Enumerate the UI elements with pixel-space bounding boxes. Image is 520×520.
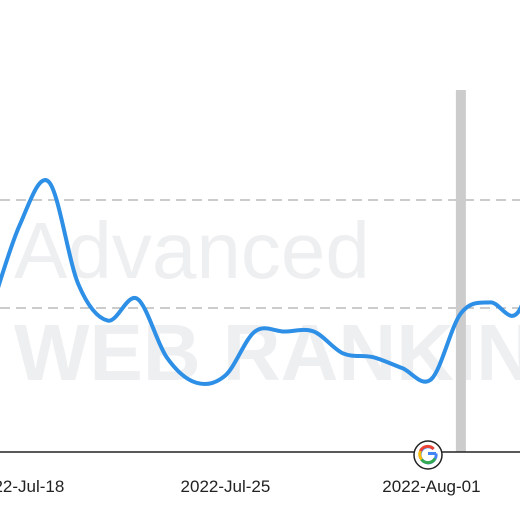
series-line bbox=[0, 178, 520, 386]
watermark-line2: WEB RANKING bbox=[14, 308, 520, 397]
watermark-line1: Advanced bbox=[14, 206, 370, 295]
x-tick-label: 2022-Aug-01 bbox=[382, 477, 480, 496]
x-tick-label: 2022-Jul-18 bbox=[0, 477, 64, 496]
x-tick-label: 2022-Jul-25 bbox=[181, 477, 271, 496]
event-band bbox=[455, 90, 466, 452]
google-g-icon[interactable] bbox=[413, 440, 443, 470]
